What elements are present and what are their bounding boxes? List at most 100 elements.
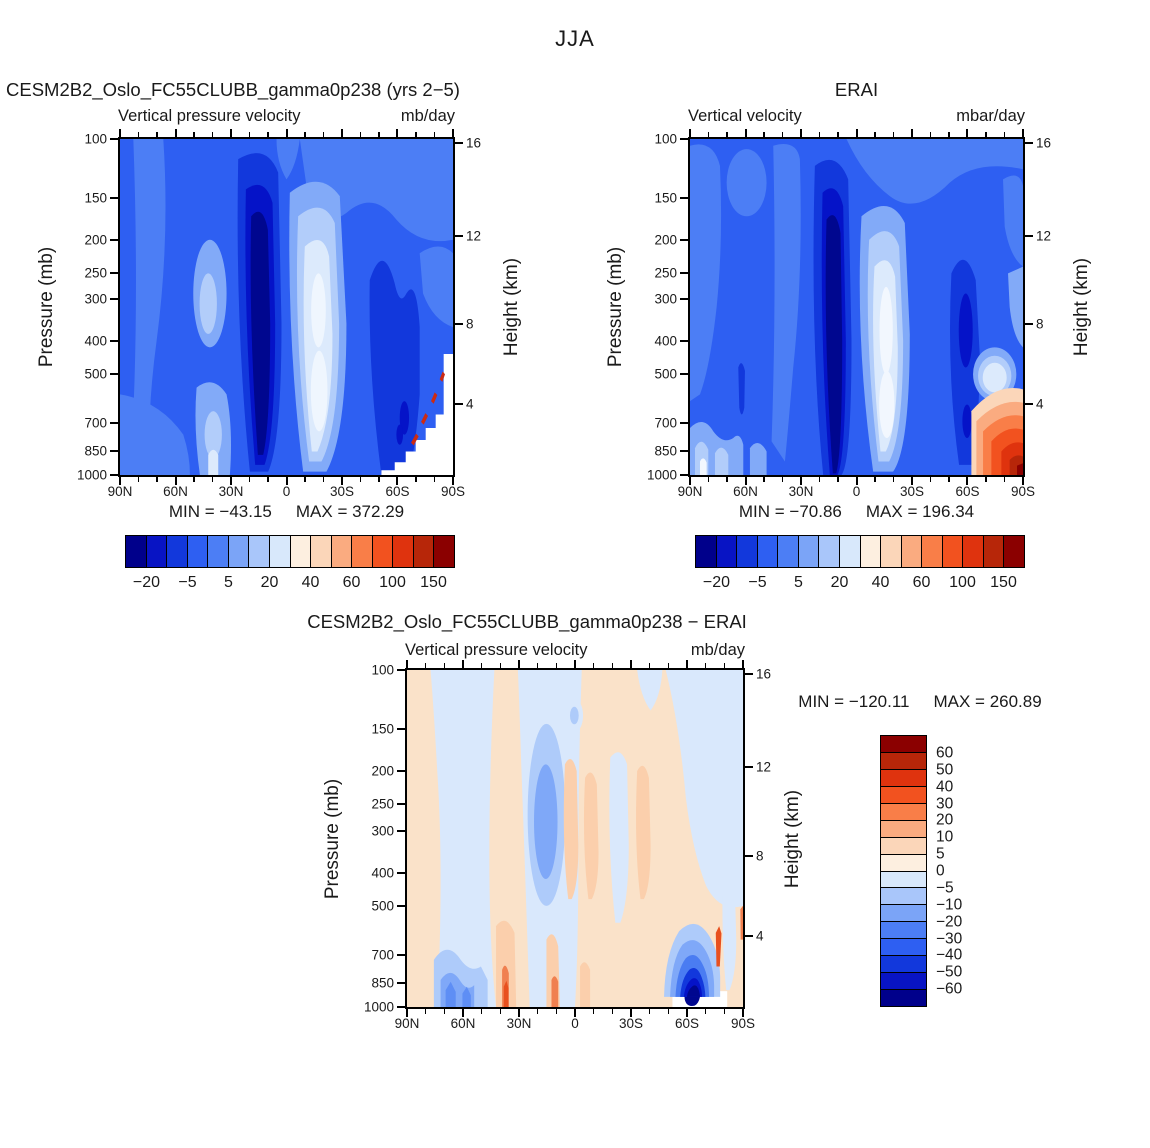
pressure-tick-label: 500 (84, 366, 107, 382)
colorbar-tick-label: −20 (132, 574, 161, 591)
stats-model: MIN = −43.15 MAX = 372.29 (118, 502, 455, 522)
dark-streak (738, 363, 745, 415)
colorbar-segment (881, 785, 926, 803)
colorbar-tick-label: 60 (936, 744, 954, 762)
southern-dark-core (962, 404, 972, 439)
southern-dark-core (958, 293, 973, 368)
x-tick-label: 0 (282, 484, 291, 499)
light-region (120, 394, 190, 475)
height-tick-label: 16 (756, 666, 772, 682)
x-tick-minor (424, 1008, 427, 1014)
pressure-tick-label: 850 (654, 443, 677, 459)
colorbar-tick-label: 40 (301, 574, 320, 591)
x-tick-minor (193, 476, 195, 482)
warm-streak (636, 765, 651, 900)
light-patch-30n (208, 449, 219, 475)
pressure-tick-label: 250 (654, 264, 677, 280)
x-tick-major (1022, 129, 1024, 138)
polar-negative-core (686, 985, 700, 997)
pressure-tick-major (397, 904, 406, 907)
x-tick-label: 90S (1010, 484, 1036, 499)
colorbar-tick-label: 150 (990, 574, 1017, 591)
max-value-model: MAX = 372.29 (295, 502, 405, 521)
x-tick-label: 60S (674, 1016, 699, 1031)
colorbar-segment (838, 536, 860, 567)
height-tick-label: 4 (1036, 396, 1044, 412)
pressure-tick-label: 300 (84, 291, 107, 307)
panel-model-subtitle: Vertical pressure velocity mb/day (118, 107, 455, 126)
x-tick-label: 30S (899, 484, 925, 499)
panel-erai-title: ERAI (834, 79, 879, 100)
x-tick-label: 90S (730, 1016, 756, 1031)
height-tick-label: 8 (756, 847, 764, 863)
colorbar-erai: −20 −5 5 20 40 60 100 150 (695, 535, 1025, 591)
pressure-tick-label: 400 (84, 333, 107, 349)
height-tick-major (744, 935, 753, 938)
cool-band (430, 670, 497, 1007)
pressure-tick-major (397, 982, 406, 985)
colorbar-tick-label: −20 (702, 574, 731, 591)
x-tick-major (119, 476, 121, 485)
colorbar-segment (351, 536, 372, 567)
pressure-tick-label: 100 (84, 131, 107, 147)
stats-erai: MIN = −70.86 MAX = 196.34 (688, 502, 1025, 522)
colorbar-segment (289, 536, 311, 567)
colorbar-segment (881, 870, 926, 888)
colorbar-segment (921, 536, 942, 567)
pressure-axis-label-erai: Pressure (mb) (605, 246, 626, 368)
x-tick-minor (536, 1008, 539, 1014)
pressure-tick-label: 200 (371, 763, 394, 779)
warm-spot (551, 976, 559, 1007)
x-tick-minor (948, 476, 950, 482)
light-region (419, 246, 453, 328)
pressure-tick-label: 200 (84, 232, 107, 248)
contour-field-diff (407, 670, 743, 1007)
panel-diff-title: CESM2B2_Oslo_FC55CLUBB_gamma0p238 − ERAI (307, 611, 747, 632)
colorbar-segment (268, 536, 290, 567)
x-tick-minor (611, 663, 614, 669)
pressure-tick-major (397, 953, 406, 956)
x-tick-minor (723, 1008, 726, 1014)
max-value-erai: MAX = 196.34 (865, 502, 975, 521)
colorbar-segment (941, 536, 963, 567)
x-tick-major (689, 129, 691, 138)
colorbar-segment (881, 989, 926, 1006)
x-tick-minor (193, 132, 195, 138)
x-tick-minor (892, 476, 895, 482)
colorbar-segment (881, 921, 926, 939)
x-tick-label: 90S (440, 484, 466, 499)
x-tick-major (911, 476, 913, 485)
pressure-tick-major (110, 474, 119, 476)
x-tick-major (966, 476, 969, 485)
x-tick-minor (433, 132, 436, 138)
colorbar-tick-label: 5 (224, 574, 233, 591)
colorbar-tick-label: 5 (794, 574, 803, 591)
colorbar-segment (881, 887, 926, 905)
x-tick-minor (433, 476, 436, 482)
panel-model-field-label: Vertical pressure velocity (118, 107, 301, 125)
southern-dark-core (396, 424, 404, 445)
x-tick-minor (499, 1008, 502, 1014)
x-tick-label: 90N (677, 484, 703, 499)
x-tick-major (574, 660, 576, 669)
colorbar-diff: 60 50 40 30 20 10 5 0 −5 −10 −20 −30 −40 −50 −60 (880, 735, 962, 1007)
pressure-tick-label: 700 (371, 947, 394, 962)
x-tick-minor (415, 476, 417, 482)
pressure-tick-major (680, 239, 689, 242)
colorbar-segment (207, 536, 228, 567)
colorbar-tick-label: 40 (871, 574, 890, 591)
pressure-tick-label: 300 (371, 822, 394, 838)
pressure-tick-major (397, 803, 406, 806)
cool-band (665, 670, 743, 908)
colorbar-segment (881, 938, 926, 956)
height-tick-major (1024, 234, 1033, 237)
x-tick-major (285, 476, 288, 485)
colorbar-tick-label: 30 (936, 794, 954, 812)
bottom-left-bumps (699, 458, 707, 475)
x-tick-minor (536, 663, 539, 669)
x-tick-label: 60N (450, 1016, 476, 1031)
pressure-tick-label: 700 (654, 415, 677, 431)
colorbar-segment (412, 536, 434, 567)
pressure-tick-label: 1000 (646, 467, 677, 483)
x-tick-label: 60S (385, 484, 410, 499)
